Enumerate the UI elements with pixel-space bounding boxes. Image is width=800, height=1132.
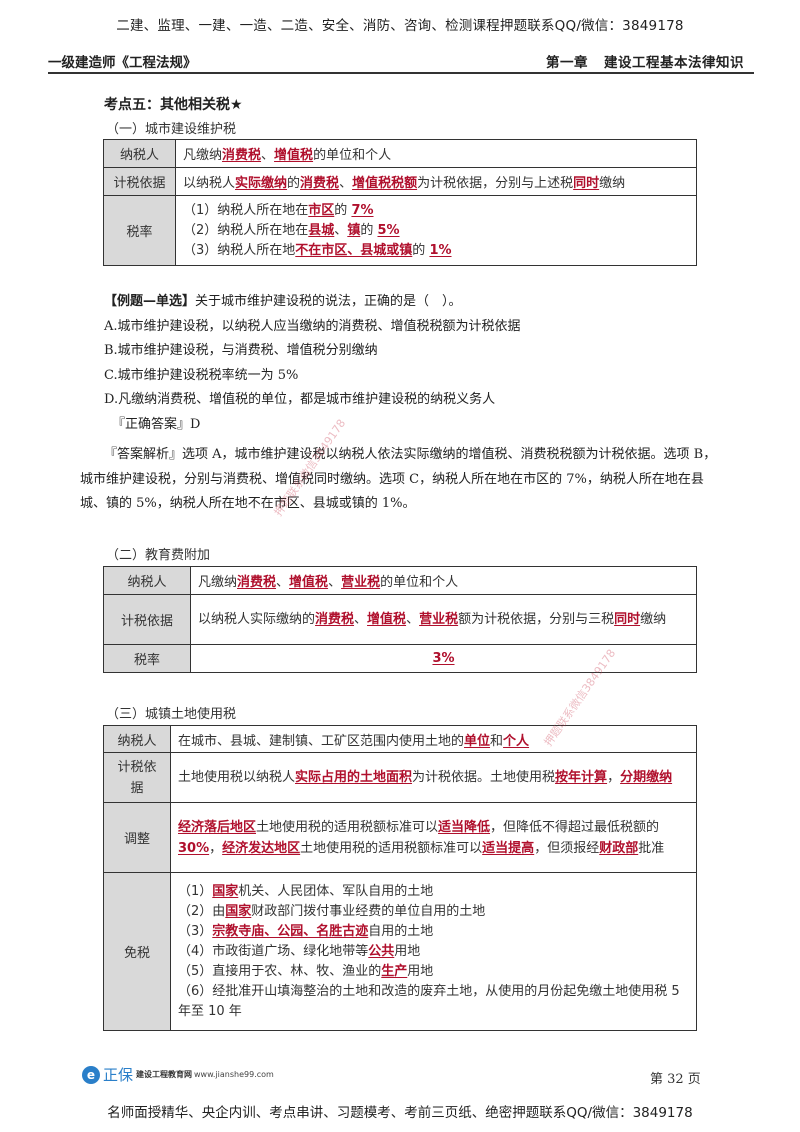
row-label: 税率 — [103, 644, 191, 673]
city-tax-table: 纳税人 凡缴纳消费税、增值税的单位和个人 计税依据 以纳税人实际缴纳的消费税、增… — [103, 139, 697, 266]
table-row-exempt: 免税 （1）国家机关、人民团体、军队自用的土地 （2）由国家财政部门拨付事业经费… — [103, 872, 697, 1031]
exempt-item: （3）宗教寺庙、公园、名胜古迹自用的土地 — [178, 923, 434, 939]
row-label: 税率 — [103, 195, 176, 266]
row-label: 计税依据 — [103, 167, 176, 196]
option-c: C.城市维护建设税税率统一为 5% — [104, 367, 299, 383]
table-row-taxpayer: 纳税人 凡缴纳消费税、增值税的单位和个人 — [103, 139, 697, 168]
row-value: （1）国家机关、人民团体、军队自用的土地 （2）由国家财政部门拨付事业经费的单位… — [170, 872, 697, 1031]
site-name: 建设工程教育网 — [136, 1070, 193, 1079]
table-row-adjust: 调整 经济落后地区土地使用税的适用税额标准可以适当降低，但降低不得超过最低税额的… — [103, 802, 697, 873]
row-label: 纳税人 — [103, 725, 171, 753]
book-title: 一级建造师《工程法规》 — [48, 55, 197, 71]
table-row-basis: 计税依据 以纳税人实际缴纳的消费税、增值税税额为计税依据，分别与上述税同时缴纳 — [103, 167, 697, 196]
row-label: 纳税人 — [103, 566, 191, 595]
example-question: 【例题—单选】关于城市维护建设税的说法，正确的是（ ）。 A.城市维护建设税，以… — [104, 290, 724, 437]
row-value: 土地使用税以纳税人实际占用的土地面积为计税依据。土地使用税按年计算，分期缴纳 — [170, 752, 697, 803]
row-label: 免税 — [103, 872, 171, 1031]
section-title: 考点五：其他相关税★ — [104, 97, 243, 113]
running-head: 一级建造师《工程法规》 第一章 建设工程基本法律知识 — [48, 48, 754, 74]
highlight-text: 同时 — [573, 176, 600, 191]
exempt-item: （1）国家机关、人民团体、军队自用的土地 — [178, 883, 434, 899]
bottom-promo-banner: 名师面授精华、央企内训、考点串讲、习题模考、考前三页纸、绝密押题联系QQ/微信：… — [107, 1105, 693, 1121]
brand-name: 正保 — [103, 1066, 134, 1084]
exempt-item: （5）直接用于农、林、牧、渔业的生产用地 — [178, 963, 434, 979]
table-row-rate: 税率 3% — [103, 644, 697, 673]
row-value: 以纳税人实际缴纳的消费税、增值税税额为计税依据，分别与上述税同时缴纳 — [175, 167, 697, 196]
row-value: 在城市、县城、建制镇、工矿区范围内使用土地的单位和个人 — [170, 725, 697, 753]
chapter-heading: 第一章 建设工程基本法律知识 — [546, 51, 744, 71]
chapter-title: 建设工程基本法律知识 — [604, 55, 744, 71]
edu-tax-table: 纳税人 凡缴纳消费税、增值税、营业税的单位和个人 计税依据 以纳税人实际缴纳的消… — [103, 566, 697, 673]
rate-value: 3% — [432, 651, 455, 666]
rate-line-urban: （1）纳税人所在地在市区的 7% — [183, 202, 374, 218]
question-stem: 【例题—单选】关于城市维护建设税的说法，正确的是（ ）。 — [104, 294, 462, 309]
logo-icon: e — [82, 1065, 100, 1084]
option-d: D.凡缴纳消费税、增值税的单位，都是城市维护建设税的纳税义务人 — [104, 392, 496, 407]
table-row-taxpayer: 纳税人 在城市、县城、建制镇、工矿区范围内使用土地的单位和个人 — [103, 725, 697, 753]
chapter-number: 第一章 — [546, 55, 588, 71]
edu-tax-subtitle: （二）教育费附加 — [106, 548, 211, 563]
site-url: www.jianshe99.com — [194, 1070, 274, 1079]
row-label: 计税依据 — [103, 594, 191, 645]
row-label: 纳税人 — [103, 139, 176, 168]
correct-answer: 『正确答案』D — [112, 416, 201, 432]
table-row-rate: 税率 （1）纳税人所在地在市区的 7% （2）纳税人所在地在县城、镇的 5% （… — [103, 195, 697, 266]
highlight-text: 消费税 — [300, 176, 340, 191]
highlight-text: 增值税税额 — [352, 176, 418, 191]
table-row-taxpayer: 纳税人 凡缴纳消费税、增值税、营业税的单位和个人 — [103, 566, 697, 595]
row-value: 经济落后地区土地使用税的适用税额标准可以适当降低，但降低不得超过最低税额的 30… — [170, 802, 697, 873]
row-label: 计税依据 — [103, 752, 171, 803]
rate-line-other: （3）纳税人所在地不在市区、县城或镇的 1% — [183, 242, 452, 258]
table-row-basis: 计税依据 以纳税人实际缴纳的消费税、增值税、营业税额为计税依据，分别与三税同时缴… — [103, 594, 697, 645]
option-b: B.城市维护建设税，与消费税、增值税分别缴纳 — [104, 343, 378, 358]
land-tax-table: 纳税人 在城市、县城、建制镇、工矿区范围内使用土地的单位和个人 计税依据 土地使… — [103, 725, 697, 1031]
row-value: 3% — [190, 644, 697, 673]
exempt-item: （4）市政街道广场、绿化地带等公共用地 — [178, 943, 421, 959]
top-promo-banner: 二建、监理、一建、一造、二造、安全、消防、咨询、检测课程押题联系QQ/微信：38… — [116, 18, 684, 34]
row-value: （1）纳税人所在地在市区的 7% （2）纳税人所在地在县城、镇的 5% （3）纳… — [175, 195, 697, 266]
highlight-text: 消费税 — [222, 148, 262, 163]
page-number: 第 32 页 — [650, 1072, 701, 1087]
option-a: A.城市维护建设税，以纳税人应当缴纳的消费税、增值税税额为计税依据 — [104, 318, 521, 334]
row-label: 调整 — [103, 802, 171, 873]
highlight-text: 增值税 — [274, 148, 314, 163]
city-tax-subtitle: （一）城市建设维护税 — [106, 122, 237, 137]
highlight-text: 实际缴纳 — [235, 176, 288, 191]
land-tax-subtitle: （三）城镇土地使用税 — [106, 707, 237, 722]
row-value: 凡缴纳消费税、增值税的单位和个人 — [175, 139, 697, 168]
rate-line-county: （2）纳税人所在地在县城、镇的 5% — [183, 222, 400, 238]
row-value: 以纳税人实际缴纳的消费税、增值税、营业税额为计税依据，分别与三税同时缴纳 — [190, 594, 697, 645]
row-value: 凡缴纳消费税、增值税、营业税的单位和个人 — [190, 566, 697, 595]
exempt-item: （2）由国家财政部门拨付事业经费的单位自用的土地 — [178, 903, 486, 919]
table-row-basis: 计税依据 土地使用税以纳税人实际占用的土地面积为计税依据。土地使用税按年计算，分… — [103, 752, 697, 803]
footer-logo: e 正保 建设工程教育网 www.jianshe99.com — [82, 1064, 274, 1085]
question-tag: 【例题—单选】 — [104, 294, 196, 309]
exempt-item: （6）经批准开山填海整治的土地和改造的废弃土地，从使用的月份起免缴土地使用税 5… — [178, 983, 680, 1019]
answer-explanation: 『答案解析』选项 A，城市维护建设税以纳税人依法实际缴纳的增值税、消费税税额为计… — [80, 447, 717, 511]
